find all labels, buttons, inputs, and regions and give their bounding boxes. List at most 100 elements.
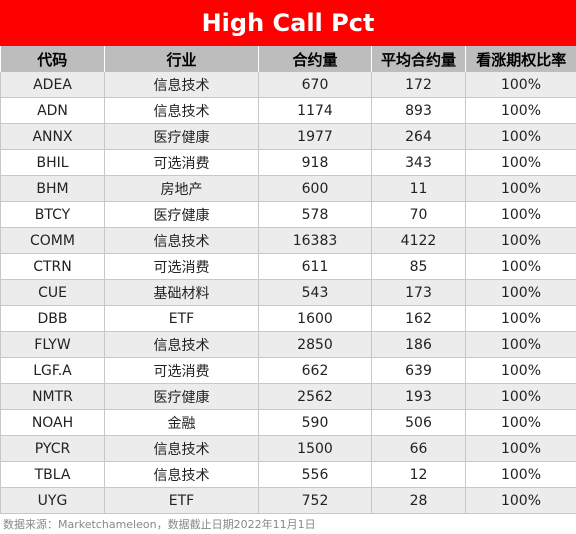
cell-avg-volume: 4122	[371, 227, 466, 254]
cell-industry: 可选消费	[104, 357, 259, 384]
cell-volume: 2850	[258, 331, 372, 358]
table-row: CUE 基础材料 543 173 100%	[0, 279, 576, 306]
cell-volume: 670	[258, 72, 372, 98]
cell-avg-volume: 85	[371, 253, 466, 280]
table-row: ADEA 信息技术 670 172 100%	[0, 72, 576, 98]
cell-call-pct: 100%	[465, 305, 576, 332]
cell-call-pct: 100%	[465, 123, 576, 150]
cell-industry: 信息技术	[104, 435, 259, 462]
table-row: LGF.A 可选消费 662 639 100%	[0, 357, 576, 384]
cell-ticker: NMTR	[0, 383, 105, 410]
cell-industry: 基础材料	[104, 279, 259, 306]
cell-ticker: ANNX	[0, 123, 105, 150]
table-row: TBLA 信息技术 556 12 100%	[0, 461, 576, 488]
table-row: CTRN 可选消费 611 85 100%	[0, 253, 576, 280]
cell-industry: 信息技术	[104, 72, 259, 98]
table-row: BHM 房地产 600 11 100%	[0, 175, 576, 202]
cell-ticker: BHIL	[0, 149, 105, 176]
cell-ticker: FLYW	[0, 331, 105, 358]
cell-industry: 房地产	[104, 175, 259, 202]
table-row: NOAH 金融 590 506 100%	[0, 409, 576, 436]
cell-volume: 600	[258, 175, 372, 202]
cell-avg-volume: 172	[371, 72, 466, 98]
cell-call-pct: 100%	[465, 149, 576, 176]
cell-ticker: CTRN	[0, 253, 105, 280]
cell-call-pct: 100%	[465, 435, 576, 462]
cell-volume: 1500	[258, 435, 372, 462]
cell-volume: 2562	[258, 383, 372, 410]
cell-industry: 可选消费	[104, 149, 259, 176]
cell-avg-volume: 162	[371, 305, 466, 332]
cell-volume: 752	[258, 487, 372, 514]
cell-ticker: DBB	[0, 305, 105, 332]
table-row: NMTR 医疗健康 2562 193 100%	[0, 383, 576, 410]
cell-ticker: LGF.A	[0, 357, 105, 384]
cell-industry: 信息技术	[104, 461, 259, 488]
cell-call-pct: 100%	[465, 72, 576, 98]
source-note: 数据来源：Marketchameleon，数据截止日期2022年11月1日	[3, 518, 316, 531]
cell-volume: 590	[258, 409, 372, 436]
cell-volume: 1174	[258, 97, 372, 124]
table-row: DBB ETF 1600 162 100%	[0, 305, 576, 332]
cell-industry: 信息技术	[104, 227, 259, 254]
table-row: PYCR 信息技术 1500 66 100%	[0, 435, 576, 462]
cell-avg-volume: 506	[371, 409, 466, 436]
cell-ticker: TBLA	[0, 461, 105, 488]
cell-avg-volume: 186	[371, 331, 466, 358]
cell-avg-volume: 893	[371, 97, 466, 124]
cell-volume: 918	[258, 149, 372, 176]
cell-ticker: CUE	[0, 279, 105, 306]
cell-industry: 医疗健康	[104, 201, 259, 228]
cell-volume: 16383	[258, 227, 372, 254]
cell-ticker: ADEA	[0, 72, 105, 98]
cell-volume: 611	[258, 253, 372, 280]
cell-avg-volume: 12	[371, 461, 466, 488]
page-title: High Call Pct	[0, 0, 576, 46]
options-table: 代码 行业 合约量 平均合约量 看涨期权比率 ADEA 信息技术 670 172 100…	[0, 46, 576, 514]
cell-ticker: NOAH	[0, 409, 105, 436]
cell-ticker: BTCY	[0, 201, 105, 228]
cell-industry: 医疗健康	[104, 123, 259, 150]
cell-industry: 可选消费	[104, 253, 259, 280]
cell-call-pct: 100%	[465, 383, 576, 410]
cell-avg-volume: 193	[371, 383, 466, 410]
cell-industry: 信息技术	[104, 331, 259, 358]
table-row: BHIL 可选消费 918 343 100%	[0, 149, 576, 176]
header-avg-volume: 平均合约量	[371, 46, 466, 72]
header-industry: 行业	[104, 46, 259, 72]
header-call-pct: 看涨期权比率	[465, 46, 576, 72]
cell-call-pct: 100%	[465, 253, 576, 280]
cell-call-pct: 100%	[465, 175, 576, 202]
cell-volume: 1600	[258, 305, 372, 332]
cell-avg-volume: 639	[371, 357, 466, 384]
cell-industry: ETF	[104, 487, 259, 514]
table-row: ADN 信息技术 1174 893 100%	[0, 97, 576, 124]
cell-avg-volume: 66	[371, 435, 466, 462]
cell-call-pct: 100%	[465, 201, 576, 228]
cell-volume: 543	[258, 279, 372, 306]
cell-call-pct: 100%	[465, 409, 576, 436]
cell-volume: 662	[258, 357, 372, 384]
cell-avg-volume: 70	[371, 201, 466, 228]
cell-industry: ETF	[104, 305, 259, 332]
cell-volume: 1977	[258, 123, 372, 150]
cell-ticker: ADN	[0, 97, 105, 124]
cell-ticker: PYCR	[0, 435, 105, 462]
cell-industry: 金融	[104, 409, 259, 436]
cell-call-pct: 100%	[465, 227, 576, 254]
cell-avg-volume: 28	[371, 487, 466, 514]
cell-avg-volume: 173	[371, 279, 466, 306]
cell-call-pct: 100%	[465, 487, 576, 514]
cell-call-pct: 100%	[465, 97, 576, 124]
cell-avg-volume: 343	[371, 149, 466, 176]
header-ticker: 代码	[0, 46, 105, 72]
cell-call-pct: 100%	[465, 461, 576, 488]
cell-industry: 医疗健康	[104, 383, 259, 410]
cell-industry: 信息技术	[104, 97, 259, 124]
table-row: UYG ETF 752 28 100%	[0, 487, 576, 514]
table-row: ANNX 医疗健康 1977 264 100%	[0, 123, 576, 150]
cell-avg-volume: 264	[371, 123, 466, 150]
table-header-row: 代码 行业 合约量 平均合约量 看涨期权比率	[0, 46, 576, 72]
table-row: COMM 信息技术 16383 4122 100%	[0, 227, 576, 254]
